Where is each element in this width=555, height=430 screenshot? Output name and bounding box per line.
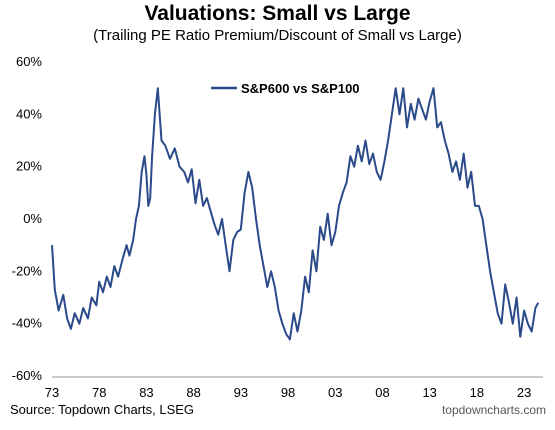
- x-tick-label: 18: [470, 385, 484, 400]
- y-tick-label: -40%: [12, 316, 43, 331]
- x-tick-label: 23: [517, 385, 531, 400]
- legend-label: S&P600 vs S&P100: [241, 81, 360, 96]
- y-tick-label: 20%: [16, 159, 42, 174]
- y-tick-label: -20%: [12, 263, 43, 278]
- x-axis: 73 78 83 88 93 98 03 08 13 18 23: [45, 376, 543, 400]
- x-tick-label: 13: [422, 385, 436, 400]
- y-tick-label: 40%: [16, 106, 42, 121]
- x-tick-label: 08: [375, 385, 389, 400]
- legend: S&P600 vs S&P100: [211, 81, 360, 96]
- source-note: Source: Topdown Charts, LSEG: [10, 402, 195, 417]
- series-layer: [51, 87, 540, 341]
- x-tick-label: 03: [328, 385, 342, 400]
- y-tick-label: 0%: [23, 211, 42, 226]
- credit-link[interactable]: topdowncharts.com: [441, 403, 546, 417]
- y-tick-label: 60%: [16, 54, 42, 69]
- y-axis: 60% 40% 20% 0% -20% -40% -60%: [12, 54, 43, 383]
- x-tick-label: 88: [186, 385, 200, 400]
- x-tick-label: 83: [139, 385, 153, 400]
- x-tick-label: 73: [45, 385, 59, 400]
- x-tick-label: 78: [92, 385, 106, 400]
- x-tick-label: 93: [234, 385, 248, 400]
- series-line: [51, 87, 540, 341]
- chart-title: Valuations: Small vs Large: [144, 2, 411, 25]
- chart-subtitle: (Trailing PE Ratio Premium/Discount of S…: [93, 27, 462, 44]
- y-tick-label: -60%: [12, 368, 43, 383]
- x-tick-label: 98: [281, 385, 295, 400]
